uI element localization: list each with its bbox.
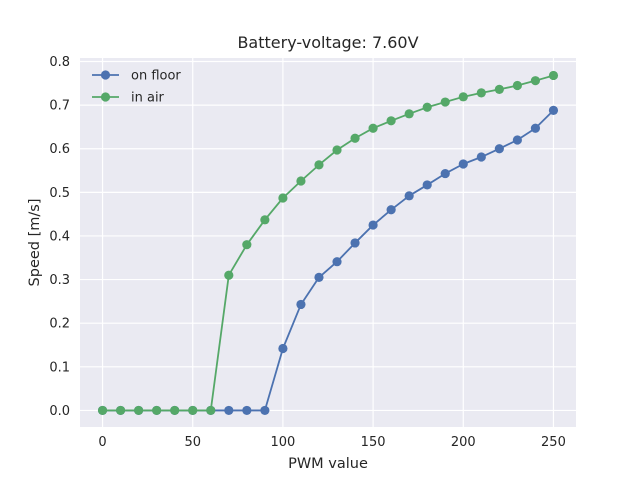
data-point — [458, 159, 468, 169]
data-point — [494, 84, 504, 95]
chart-title: Battery-voltage: 7.60V — [237, 33, 418, 52]
y-tick-label: 0.7 — [49, 99, 70, 114]
data-point — [296, 299, 306, 310]
tick-labels: 0 50 100 150 200 250 0.0 0.1 0.2 0.3 0.4 0.5 0.6 0.7 0… — [49, 55, 566, 450]
y-axis-label: Speed [m/s] — [27, 199, 43, 287]
data-point — [332, 257, 342, 267]
data-point — [512, 135, 522, 145]
data-point — [530, 123, 541, 133]
data-point — [440, 168, 450, 179]
data-point — [314, 160, 324, 170]
data-point — [404, 191, 414, 201]
y-tick-label: 0.5 — [49, 186, 70, 201]
y-tick-label: 0.3 — [49, 273, 70, 288]
y-tick-label: 0.0 — [49, 404, 70, 419]
x-tick-label: 250 — [541, 435, 566, 450]
y-tick-label: 0.8 — [49, 55, 70, 70]
data-point — [170, 405, 180, 416]
data-point — [278, 193, 288, 203]
data-point — [530, 76, 541, 86]
data-point — [260, 405, 270, 416]
data-point — [242, 240, 252, 250]
data-point — [404, 109, 414, 119]
data-point — [134, 405, 144, 416]
x-axis-label: PWM value — [288, 456, 368, 472]
x-tick-label: 150 — [361, 435, 386, 450]
data-point — [368, 123, 378, 133]
data-point — [422, 102, 432, 112]
data-point — [332, 145, 342, 155]
data-point — [458, 92, 468, 102]
data-point — [350, 238, 360, 248]
series-lines — [97, 70, 559, 416]
y-tick-label: 0.1 — [49, 360, 70, 375]
legend-label: on floor — [131, 69, 181, 84]
legend-label: in air — [131, 91, 165, 106]
y-tick-label: 0.4 — [49, 229, 70, 244]
data-point — [224, 270, 234, 280]
legend-marker — [100, 92, 111, 102]
data-point — [224, 405, 234, 416]
x-tick-label: 100 — [270, 435, 295, 450]
data-point — [386, 205, 396, 215]
data-point — [476, 88, 486, 98]
data-point — [260, 215, 270, 225]
data-point — [314, 272, 324, 282]
data-point — [368, 220, 378, 230]
legend-item: in air — [92, 91, 165, 106]
data-point — [206, 405, 216, 416]
y-tick-label: 0.6 — [49, 142, 70, 157]
data-point — [422, 180, 432, 190]
x-tick-label: 200 — [451, 435, 476, 450]
data-point — [278, 343, 288, 354]
y-tick-label: 0.2 — [49, 317, 70, 332]
data-point — [242, 405, 252, 416]
plot-area — [80, 58, 576, 427]
data-point — [548, 105, 559, 115]
data-point — [350, 133, 360, 143]
data-point — [115, 405, 126, 416]
legend-marker — [100, 70, 111, 80]
data-point — [386, 116, 396, 126]
data-point — [152, 405, 162, 416]
legend: on floor in air — [92, 69, 181, 106]
data-point — [188, 405, 198, 416]
data-point — [440, 97, 450, 107]
x-tick-label: 50 — [184, 435, 201, 450]
legend-item: on floor — [92, 69, 181, 84]
data-point — [512, 80, 522, 91]
x-tick-label: 0 — [98, 435, 106, 450]
data-point — [548, 70, 559, 81]
data-point — [476, 152, 486, 162]
data-point — [296, 176, 306, 186]
grid — [80, 58, 576, 427]
data-point — [97, 405, 108, 416]
data-point — [494, 144, 504, 154]
